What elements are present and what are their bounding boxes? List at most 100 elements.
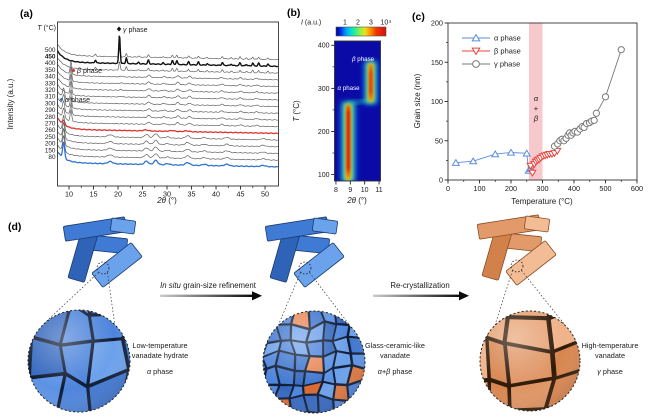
grain xyxy=(276,411,291,413)
grain xyxy=(28,405,60,412)
crystal-plate xyxy=(505,240,557,286)
magnifier-line xyxy=(494,270,513,326)
x-axis-tick-label: 50 xyxy=(261,190,269,199)
grain xyxy=(263,337,265,356)
magnifier-line xyxy=(277,272,301,326)
x-axis-tick-label: 20 xyxy=(114,190,122,199)
grain xyxy=(263,370,266,385)
temperature-label-340: 340 xyxy=(45,74,56,81)
alpha-stripe-core xyxy=(346,105,351,179)
grain-patch xyxy=(293,311,310,313)
data-point-triangle-up xyxy=(468,157,478,165)
temperature-label-330: 330 xyxy=(45,80,56,87)
magnifier-line xyxy=(521,270,566,326)
colorbar-label: I (a.u.) xyxy=(301,20,321,27)
grain xyxy=(334,414,352,419)
panel-d-schematic: (d) In situ grain-size refinement Re-cry… xyxy=(0,214,638,419)
heatmap-x-tick-label: 10 xyxy=(361,187,369,194)
arrow-refinement-shaft xyxy=(160,294,253,297)
x-axis-tick-label: 25 xyxy=(139,190,147,199)
stage-1-caption-line1: Low-temperature xyxy=(132,341,187,350)
magnifier-circle-border xyxy=(27,309,131,413)
panel-a-xrd-stack: (a) T (°C) Intensity (a.u.) 2θ (°) 10 15 2… xyxy=(6,8,279,205)
colorbar-scale: 10⁴ xyxy=(381,20,392,27)
grain xyxy=(246,312,258,327)
heatmap-x-tick-label: 11 xyxy=(375,187,382,194)
stage-1-inset xyxy=(0,309,131,413)
crystal-plate xyxy=(312,217,338,235)
beta-stripe-core xyxy=(368,64,373,101)
xrd-curve-330C xyxy=(57,74,279,94)
grain xyxy=(577,311,580,337)
stage-1-caption: Low-temperature vanadate hydrate α phase xyxy=(132,341,188,376)
stage-3-phase: γ phase xyxy=(597,367,623,376)
panel-a-ylabel: Intensity (a.u.) xyxy=(6,78,15,129)
heatmap-stripes xyxy=(341,61,378,181)
crystal-plate xyxy=(91,242,143,288)
grain xyxy=(28,310,30,342)
temperature-label-300: 300 xyxy=(45,100,56,107)
xrd-curve-280C xyxy=(57,107,279,128)
grain-patch xyxy=(368,323,383,340)
colorbar-tick-label: 3 xyxy=(369,20,373,27)
magnifier-source-circle xyxy=(298,261,312,275)
grain xyxy=(320,414,333,419)
grain-patch xyxy=(350,410,365,413)
c-x-tick-label: 300 xyxy=(536,184,548,193)
c-x-tick-label: 0 xyxy=(446,184,450,193)
x-axis-tick-label: 15 xyxy=(90,190,98,199)
grain xyxy=(350,311,365,324)
arrow-refinement-label: In situ grain-size refinement xyxy=(160,281,257,290)
grain xyxy=(28,339,30,384)
grain-shading xyxy=(480,311,580,411)
stage-3-caption-line2: vanadate xyxy=(595,351,625,360)
grain xyxy=(367,299,380,313)
heatmap-x-tick-label: 9 xyxy=(348,187,352,194)
temperature-label-320: 320 xyxy=(45,87,56,94)
grain xyxy=(263,399,275,411)
panel-c-grain-size-plot: (c) α + β 0 100 200 300 400 500 600 0 50 100 150 20… xyxy=(412,11,643,206)
panel-b-label: (b) xyxy=(287,7,300,19)
arrow-refinement-head-icon xyxy=(252,291,262,301)
legend-marker-triangle-up xyxy=(471,33,481,42)
c-y-tick-label: 0 xyxy=(439,176,443,185)
grain xyxy=(366,402,375,413)
colorbar xyxy=(335,26,387,37)
stage-2-caption: Glass-ceramic-like vanadate α+β phase xyxy=(365,341,425,376)
xrd-curve-350C xyxy=(57,61,279,81)
alpha-phase-annotation: α phase xyxy=(65,97,90,104)
crystal-plate xyxy=(524,215,550,233)
c-y-tick-label: 200 xyxy=(431,19,443,28)
grain xyxy=(364,368,365,385)
band-label-line3: β xyxy=(533,114,539,123)
xrd-curve-270C xyxy=(57,117,279,135)
temperature-label-200: 200 xyxy=(45,141,56,148)
band-label-line1: α xyxy=(534,94,539,103)
grain xyxy=(123,408,130,412)
legend-label: α phase xyxy=(494,34,521,43)
c-x-tick-label: 400 xyxy=(568,184,580,193)
xrd-curve-320C xyxy=(57,81,279,101)
legend-label: γ phase xyxy=(494,60,520,69)
grain xyxy=(480,382,488,411)
temperature-label-290: 290 xyxy=(45,107,56,114)
grain xyxy=(576,311,580,316)
gamma-phase-annotation: γ phase xyxy=(123,27,148,34)
grain xyxy=(263,311,279,324)
grain-shading xyxy=(263,311,365,413)
data-point-circle xyxy=(601,93,610,101)
grain xyxy=(575,404,580,411)
grain xyxy=(0,379,27,408)
grain xyxy=(305,413,318,419)
grain xyxy=(364,381,365,401)
colorbar-tick-label: 2 xyxy=(356,20,360,27)
temperature-label-270: 270 xyxy=(45,121,56,128)
legend-label: β phase xyxy=(494,47,521,56)
gamma-phase-marker-icon xyxy=(116,26,122,32)
grain xyxy=(478,412,510,419)
temperature-label-280: 280 xyxy=(45,114,56,121)
stage-3-crystals xyxy=(477,214,557,286)
grain xyxy=(550,311,580,316)
legend-marker-circle xyxy=(472,60,480,68)
magnifier-circle-border xyxy=(479,310,581,412)
